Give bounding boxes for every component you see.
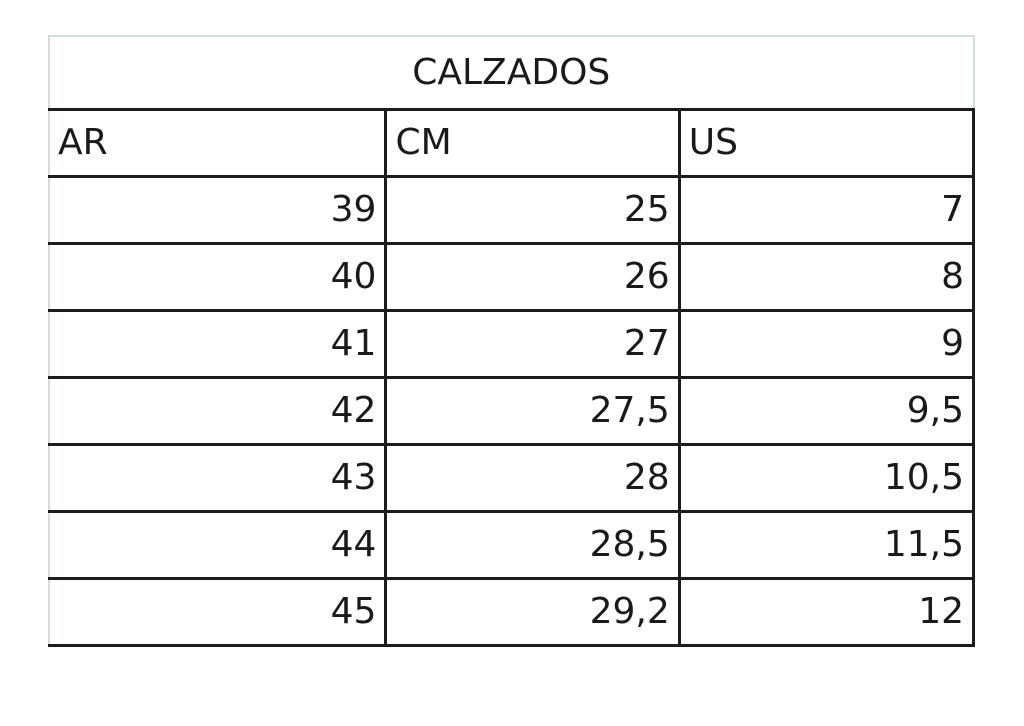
table-row: 45 29,2 12 [48, 576, 976, 647]
cell-cm: 28,5 [384, 509, 681, 580]
cell-ar: 39 [48, 174, 388, 245]
column-header-us: US [677, 107, 976, 178]
cell-cm: 27 [384, 308, 681, 379]
cell-cm: 28 [384, 442, 681, 513]
table-row: 41 27 9 [48, 308, 976, 379]
size-table: CALZADOS AR CM US 39 25 7 40 26 8 41 27 9 42 27,5 9… [48, 35, 976, 647]
cell-ar: 42 [48, 375, 388, 446]
table-row: 39 25 7 [48, 174, 976, 245]
table-row: 40 26 8 [48, 241, 976, 312]
title-row: CALZADOS [48, 35, 975, 111]
cell-us: 7 [677, 174, 976, 245]
cell-ar: 41 [48, 308, 388, 379]
cell-ar: 40 [48, 241, 388, 312]
cell-ar: 45 [48, 576, 388, 647]
cell-ar: 44 [48, 509, 388, 580]
cell-us: 9 [677, 308, 976, 379]
cell-us: 8 [677, 241, 976, 312]
table-row: 43 28 10,5 [48, 442, 976, 513]
table-row: 42 27,5 9,5 [48, 375, 976, 446]
column-header-cm: CM [384, 107, 681, 178]
header-row: AR CM US [48, 107, 976, 178]
cell-cm: 29,2 [384, 576, 681, 647]
cell-us: 12 [677, 576, 976, 647]
cell-us: 10,5 [677, 442, 976, 513]
table-row: 44 28,5 11,5 [48, 509, 976, 580]
cell-cm: 26 [384, 241, 681, 312]
table-title: CALZADOS [48, 35, 975, 111]
cell-us: 11,5 [677, 509, 976, 580]
column-header-ar: AR [48, 107, 388, 178]
cell-cm: 27,5 [384, 375, 681, 446]
cell-us: 9,5 [677, 375, 976, 446]
cell-cm: 25 [384, 174, 681, 245]
cell-ar: 43 [48, 442, 388, 513]
